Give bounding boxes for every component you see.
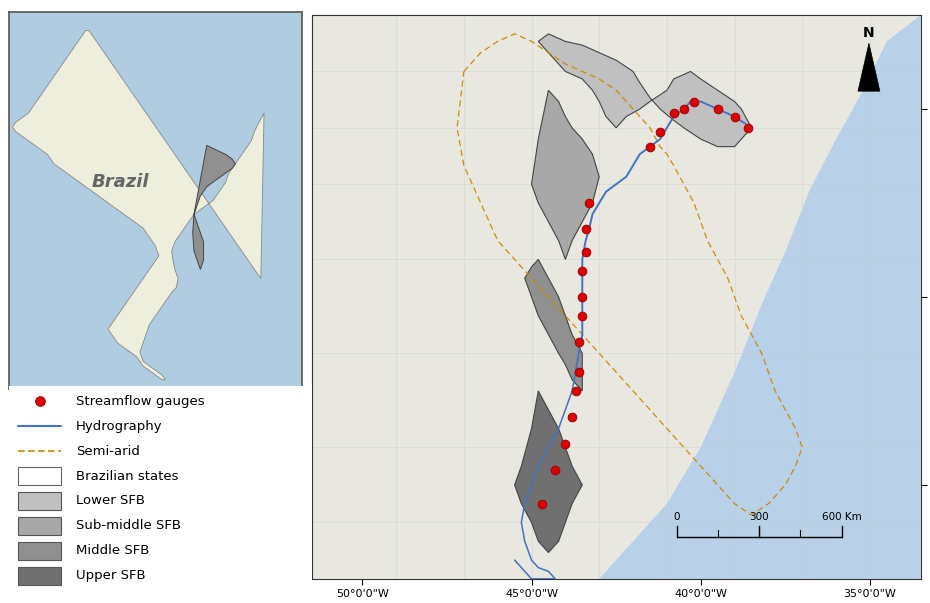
Polygon shape: [193, 145, 235, 270]
Text: Middle SFB: Middle SFB: [76, 545, 149, 557]
Point: [666, 108, 681, 118]
Polygon shape: [538, 34, 751, 147]
Point: [581, 198, 596, 208]
Point: [578, 224, 593, 234]
Text: Streamflow gauges: Streamflow gauges: [76, 394, 205, 408]
Polygon shape: [12, 30, 264, 380]
Text: Semi-arid: Semi-arid: [76, 444, 140, 458]
Point: [571, 337, 586, 347]
Text: N: N: [863, 27, 875, 40]
Point: [740, 123, 755, 133]
Text: Sub-middle SFB: Sub-middle SFB: [76, 519, 180, 532]
Point: [548, 465, 563, 475]
Polygon shape: [532, 90, 599, 259]
Polygon shape: [525, 259, 582, 391]
Point: [575, 311, 590, 321]
Text: Brazilian states: Brazilian states: [76, 470, 179, 482]
Point: [565, 412, 579, 422]
Bar: [19, 567, 60, 584]
Point: [727, 112, 742, 121]
Text: 300: 300: [750, 513, 769, 522]
Polygon shape: [514, 391, 582, 552]
Polygon shape: [858, 43, 880, 91]
Text: 600 Km: 600 Km: [821, 513, 861, 522]
Point: [653, 127, 668, 136]
Polygon shape: [565, 15, 921, 579]
Bar: [19, 467, 60, 485]
Bar: [19, 542, 60, 560]
Point: [578, 247, 593, 257]
Bar: [19, 517, 60, 535]
Text: Hydrography: Hydrography: [76, 420, 163, 432]
Text: Brazil: Brazil: [92, 172, 150, 191]
Point: [575, 292, 590, 302]
Text: Upper SFB: Upper SFB: [76, 569, 145, 582]
Text: 0: 0: [674, 513, 680, 522]
Text: Lower SFB: Lower SFB: [76, 494, 145, 508]
Point: [571, 367, 586, 377]
Point: [676, 104, 691, 114]
Point: [643, 142, 658, 151]
Bar: [19, 492, 60, 510]
Point: [534, 499, 549, 508]
Point: [568, 386, 583, 396]
Point: [711, 104, 725, 114]
Point: [575, 266, 590, 276]
Point: [558, 439, 573, 449]
Point: [686, 96, 701, 106]
